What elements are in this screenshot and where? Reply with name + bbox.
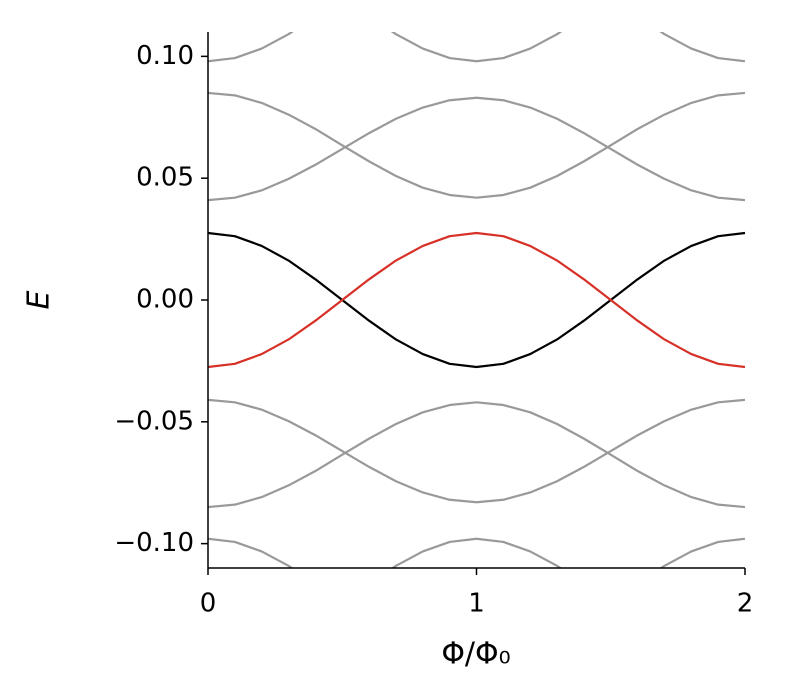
x-axis-label: Φ/Φ₀ [441, 637, 510, 672]
series-line [208, 231, 745, 369]
x-tick-label: 1 [468, 589, 485, 619]
series-line [208, 398, 745, 504]
series-line [208, 401, 745, 509]
y-tick-label: −0.10 [114, 528, 194, 558]
series-line [208, 32, 745, 63]
series-line [208, 96, 745, 202]
plot-area [208, 32, 745, 568]
y-axis-label: E [22, 290, 57, 309]
series-line [208, 231, 745, 369]
y-tick-label: 0.05 [136, 163, 194, 193]
y-tick-label: 0.00 [136, 285, 194, 315]
y-tick-label: 0.10 [136, 41, 194, 71]
series-line [208, 91, 745, 199]
series-line [208, 537, 745, 568]
x-tick-label: 2 [737, 589, 754, 619]
x-tick-label: 0 [200, 589, 217, 619]
y-tick-label: −0.05 [114, 406, 194, 436]
